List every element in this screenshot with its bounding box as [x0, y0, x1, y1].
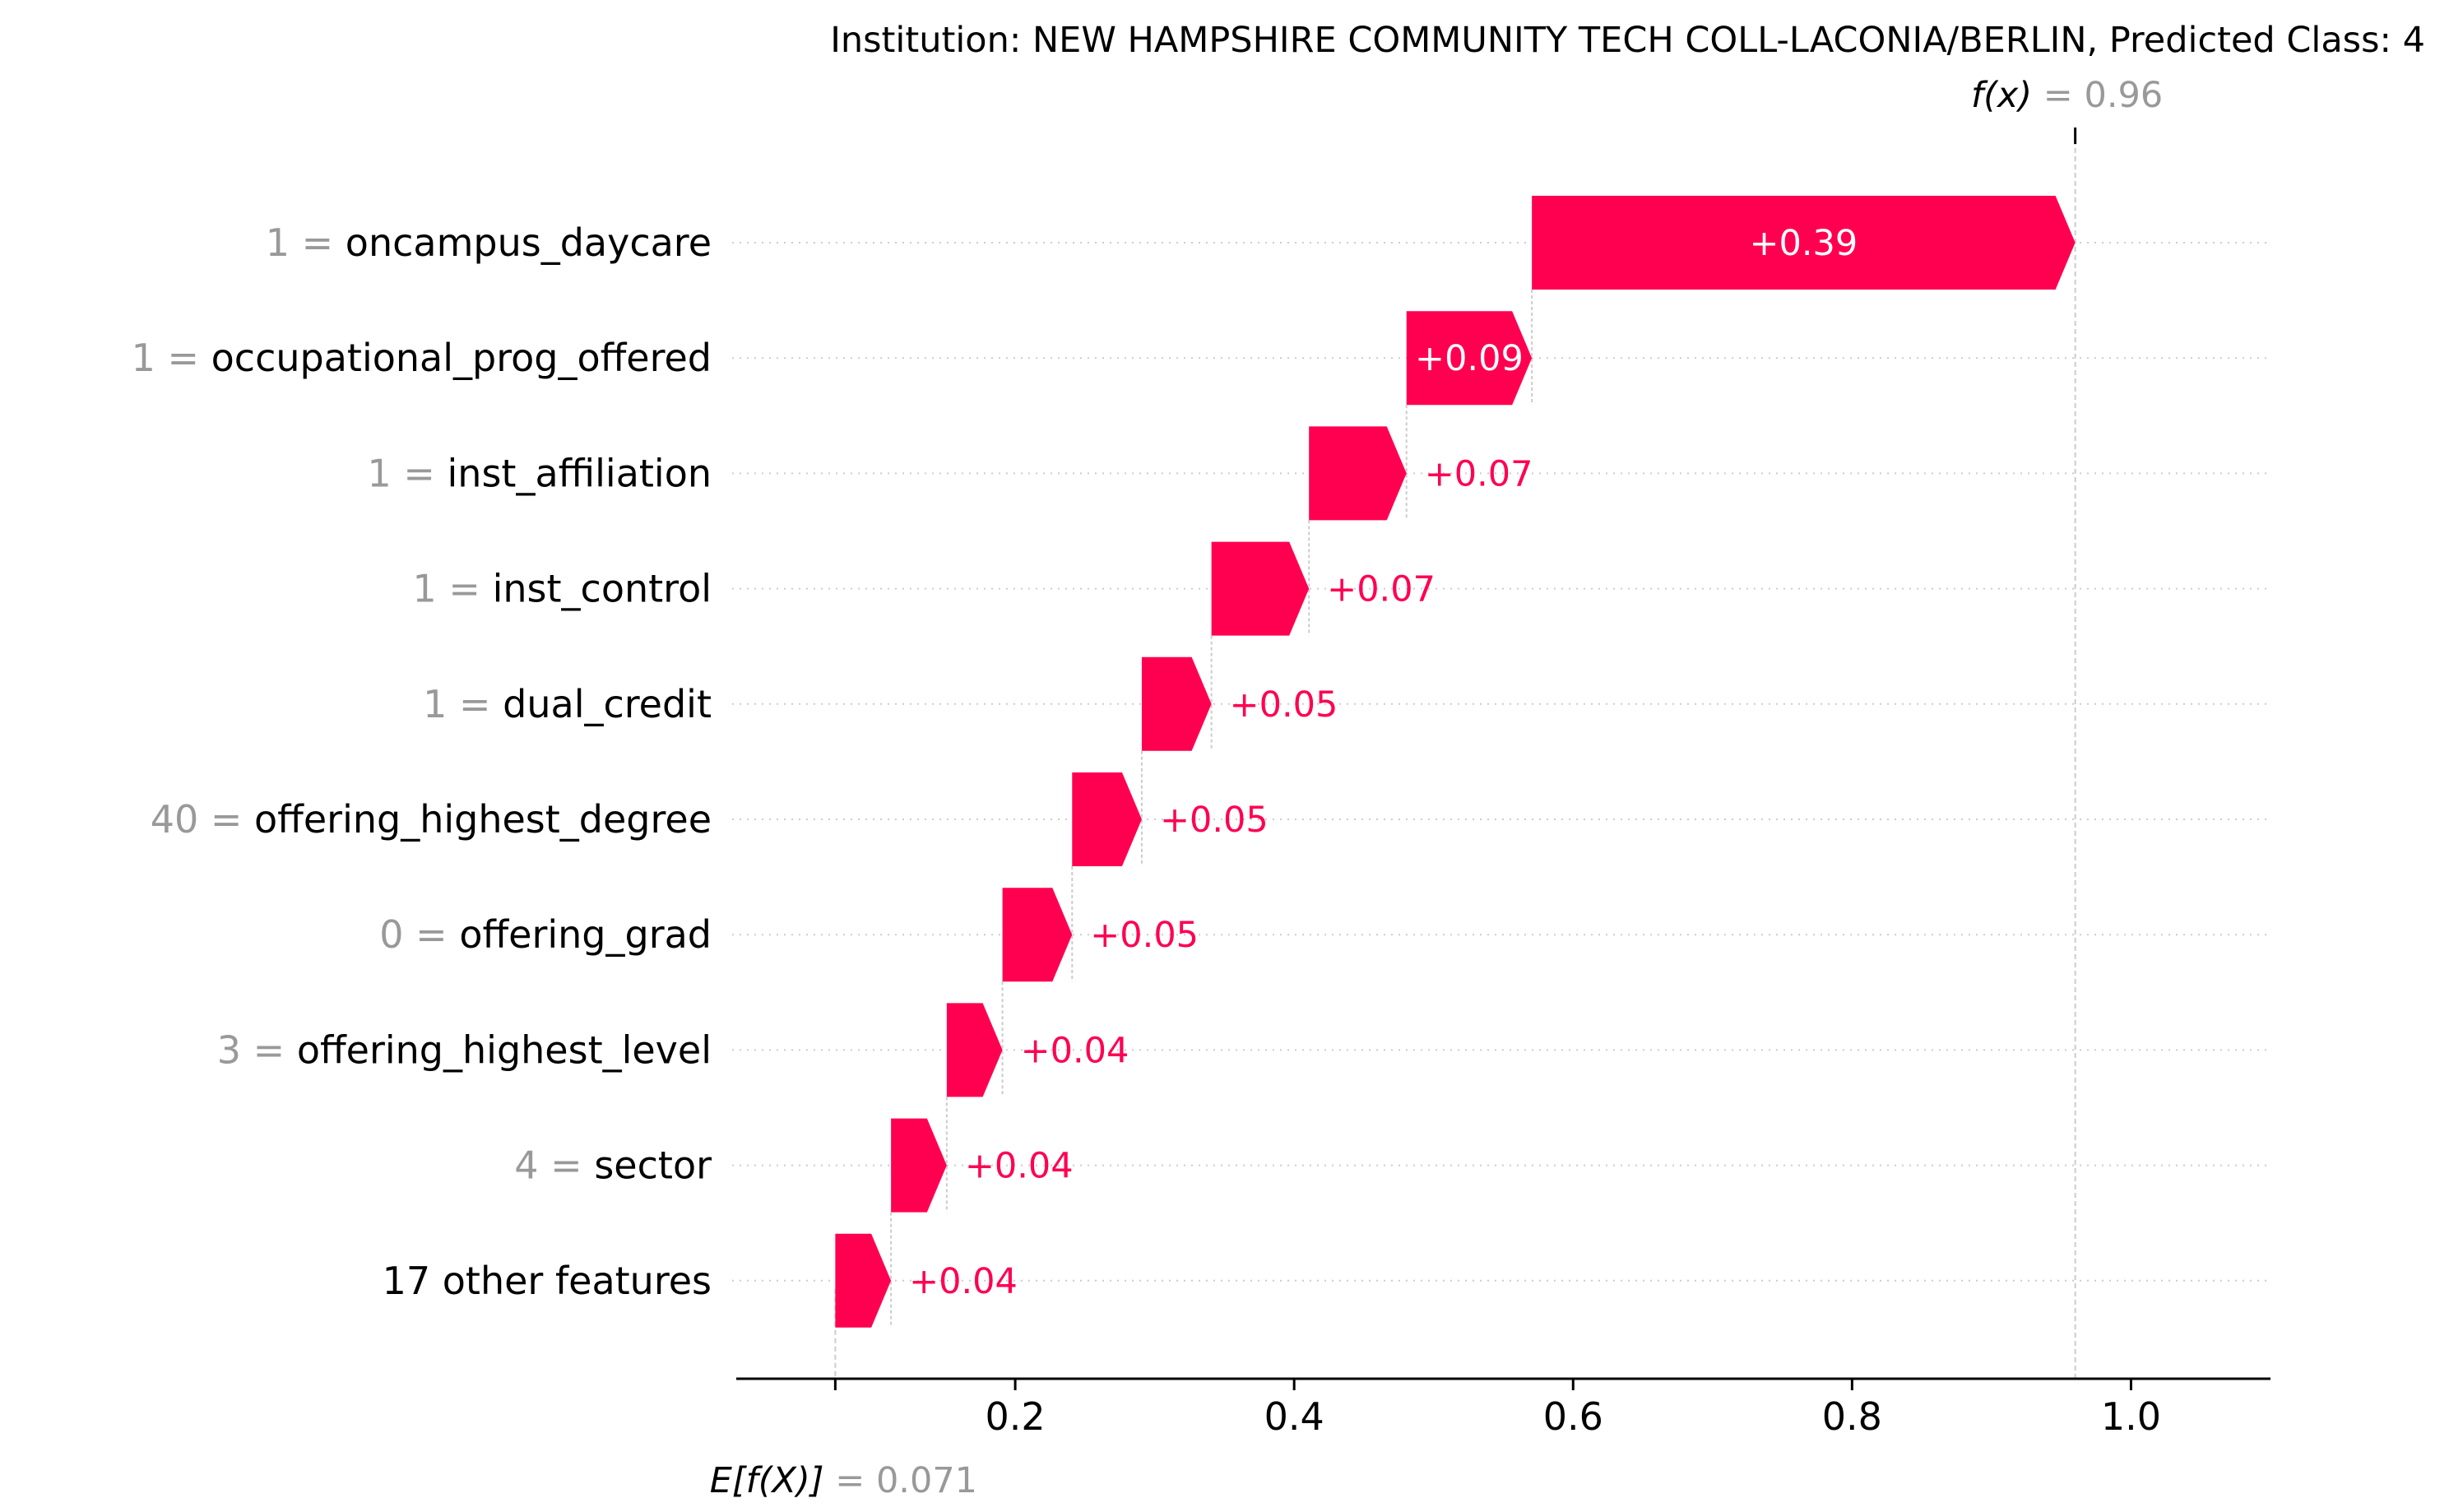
bar-value-label: +0.05 [1090, 915, 1199, 956]
bar-sector [891, 1118, 947, 1213]
feature-label: 40 = offering_highest_degree [151, 797, 712, 842]
feature-name: offering_grad [459, 912, 712, 957]
base-label-prefix: E[f(X)] [710, 1460, 824, 1501]
feature-label: 1 = occupational_prog_offered [132, 336, 712, 380]
feature-label: 1 = dual_credit [423, 682, 712, 726]
x-tick-label: 0.8 [1822, 1394, 1882, 1439]
bar-value-label: +0.04 [909, 1261, 1018, 1302]
feature-name: sector [594, 1143, 712, 1188]
x-tick-label: 0.4 [1264, 1394, 1324, 1439]
feature-label: 1 = inst_control [413, 567, 712, 611]
bar-oncampus-daycare [1532, 196, 2076, 290]
base-value-text: = 0.071 [824, 1460, 977, 1501]
bar-value-label: +0.07 [1425, 453, 1533, 494]
bar-value-label: +0.39 [1750, 223, 1858, 264]
bar-inst-affiliation [1309, 426, 1407, 521]
bar-value-label: +0.04 [1021, 1030, 1129, 1071]
feature-name: dual_credit [503, 682, 712, 726]
feature-value: 1 = [423, 682, 503, 726]
feature-value: 0 = [379, 912, 459, 957]
feature-value: 1 = [367, 451, 447, 495]
feature-name: offering_highest_degree [254, 797, 712, 842]
bar-offering-highest-degree [1072, 772, 1142, 866]
feature-label: 1 = inst_affiliation [367, 451, 712, 495]
chart-title: Institution: NEW HAMPSHIRE COMMUNITY TEC… [830, 20, 2425, 61]
feature-value: 1 = [132, 336, 211, 380]
feature-name: occupational_prog_offered [211, 336, 712, 380]
feature-label: 3 = offering_highest_level [217, 1027, 712, 1072]
feature-name: inst_control [493, 567, 712, 611]
x-tick-label: 1.0 [2101, 1394, 2161, 1439]
output-value-text: = 0.96 [2032, 75, 2163, 116]
bar-value-label: +0.07 [1327, 569, 1436, 610]
feature-name: 17 other features [383, 1259, 712, 1303]
bar-dual-credit [1141, 656, 1212, 751]
bar-value-label: +0.04 [965, 1146, 1074, 1187]
base-value-label: E[f(X)] = 0.071 [710, 1460, 977, 1501]
feature-label: 4 = sector [514, 1143, 712, 1188]
contribution-bars [835, 196, 2076, 1328]
feature-value: 1 = [266, 220, 346, 265]
feature-name: offering_highest_level [297, 1027, 712, 1072]
feature-value: 40 = [151, 797, 254, 842]
x-tick-label: 0.6 [1543, 1394, 1603, 1439]
feature-labels: +0.39 +0.09 +0.07 +0.07 +0.05 +0.05 +0.05 +0.04… [132, 75, 2164, 1501]
feature-label: 17 other features [383, 1259, 712, 1303]
bar-17-other-features [835, 1233, 892, 1328]
feature-name: inst_affiliation [448, 451, 712, 495]
bar-offering-grad [1002, 888, 1073, 982]
x-tick-label: 0.2 [986, 1394, 1046, 1439]
bar-value-label: +0.05 [1160, 800, 1269, 841]
output-value-label: f(x) = 0.96 [1971, 75, 2163, 116]
x-axis: 0.2 0.4 0.6 0.8 1.0 [736, 1377, 2270, 1439]
feature-label: 0 = offering_grad [379, 912, 712, 957]
bar-offering-highest-level [946, 1003, 1003, 1097]
feature-value: 3 = [217, 1027, 297, 1072]
feature-value: 1 = [413, 567, 493, 611]
bar-value-label: +0.05 [1230, 684, 1338, 726]
feature-value: 4 = [514, 1143, 594, 1188]
bar-inst-control [1211, 541, 1310, 636]
feature-name: oncampus_daycare [346, 220, 712, 265]
bar-occupational-prog-offered [1406, 311, 1533, 406]
feature-label: 1 = oncampus_daycare [266, 220, 712, 265]
output-label-prefix: f(x) [1971, 75, 2032, 116]
bar-value-label: +0.09 [1415, 338, 1524, 379]
